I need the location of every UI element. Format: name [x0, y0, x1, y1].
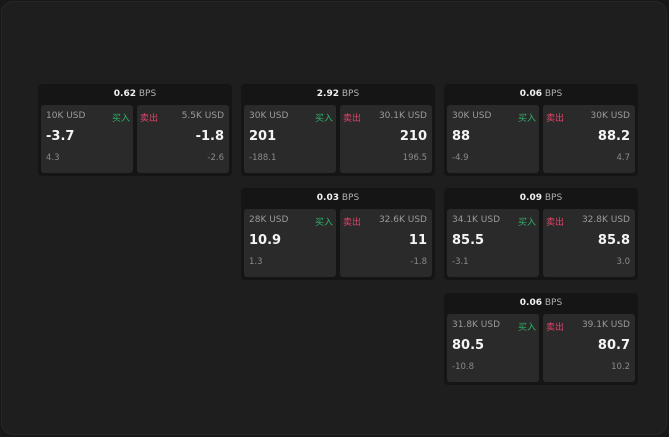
quote-card: 0.62 BPS 10K USD 买入 -3.7 4.3 卖出 5.5K USD… — [38, 84, 232, 176]
spread-value: 2.92 — [316, 89, 339, 99]
buy-label: 买入 — [314, 114, 333, 124]
ask-size: 5.5K USD — [181, 111, 224, 121]
spread-value: 0.06 — [519, 298, 542, 308]
spread-unit: BPS — [341, 89, 360, 99]
buy-label: 买入 — [517, 114, 536, 124]
quote-card: 0.09 BPS 34.1K USD 买入 85.5 -3.1 卖出 32.8K… — [444, 188, 638, 280]
ask-change: 4.7 — [616, 153, 630, 163]
bid-price: 80.5 — [452, 338, 485, 353]
quote-card: 0.03 BPS 28K USD 买入 10.9 1.3 卖出 32.6K US… — [241, 188, 435, 280]
spread-unit: BPS — [341, 193, 360, 203]
spread-unit: BPS — [544, 89, 563, 99]
spread-value: 0.03 — [316, 193, 339, 203]
ask-change: -2.6 — [207, 153, 224, 163]
sell-label: 卖出 — [546, 218, 565, 228]
buy-cell[interactable]: 10K USD 买入 -3.7 4.3 — [41, 105, 133, 173]
buy-cell[interactable]: 28K USD 买入 10.9 1.3 — [244, 209, 336, 277]
quote-card: 2.92 BPS 30K USD 买入 201 -188.1 卖出 30.1K … — [241, 84, 435, 176]
ask-change: 10.2 — [611, 362, 630, 372]
bid-change: -4.9 — [452, 153, 469, 163]
sell-label: 卖出 — [546, 114, 565, 124]
sell-label: 卖出 — [546, 323, 565, 333]
bid-price: 201 — [249, 129, 277, 144]
ask-price: 11 — [408, 233, 427, 248]
quote-card: 0.06 BPS 31.8K USD 买入 80.5 -10.8 卖出 39.1… — [444, 293, 638, 385]
bid-size: 28K USD — [249, 215, 289, 225]
bid-change: 1.3 — [249, 257, 263, 267]
ask-change: -1.8 — [410, 257, 427, 267]
buy-cell[interactable]: 34.1K USD 买入 85.5 -3.1 — [447, 209, 539, 277]
bid-change: -188.1 — [249, 153, 277, 163]
sell-cell[interactable]: 卖出 5.5K USD -1.8 -2.6 — [137, 105, 229, 173]
buy-cell[interactable]: 31.8K USD 买入 80.5 -10.8 — [447, 314, 539, 382]
bid-change: -10.8 — [452, 362, 474, 372]
ask-price: 80.7 — [597, 338, 630, 353]
ask-price: 88.2 — [597, 129, 630, 144]
bid-size: 30K USD — [452, 111, 492, 121]
ask-size: 39.1K USD — [581, 320, 630, 330]
bid-size: 34.1K USD — [452, 215, 501, 225]
sell-label: 卖出 — [140, 114, 159, 124]
bid-change: -3.1 — [452, 257, 469, 267]
spread-header: 0.09 BPS — [444, 188, 638, 209]
spread-header: 2.92 BPS — [241, 84, 435, 105]
buy-label: 买入 — [517, 323, 536, 333]
sell-label: 卖出 — [343, 218, 362, 228]
spread-header: 0.06 BPS — [444, 293, 638, 314]
ask-price: -1.8 — [195, 129, 224, 144]
ask-change: 3.0 — [616, 257, 630, 267]
ask-change: 196.5 — [402, 153, 427, 163]
bid-change: 4.3 — [46, 153, 60, 163]
sell-cell[interactable]: 卖出 30.1K USD 210 196.5 — [340, 105, 432, 173]
bid-price: 88 — [452, 129, 471, 144]
spread-value: 0.09 — [519, 193, 542, 203]
spread-unit: BPS — [544, 193, 563, 203]
spread-unit: BPS — [544, 298, 563, 308]
ask-size: 32.6K USD — [378, 215, 427, 225]
spread-value: 0.62 — [113, 89, 136, 99]
spread-header: 0.62 BPS — [38, 84, 232, 105]
sell-cell[interactable]: 卖出 39.1K USD 80.7 10.2 — [543, 314, 635, 382]
sell-label: 卖出 — [343, 114, 362, 124]
ask-price: 210 — [399, 129, 427, 144]
bid-price: -3.7 — [46, 129, 75, 144]
ask-size: 30.1K USD — [378, 111, 427, 121]
ask-price: 85.8 — [597, 233, 630, 248]
spread-header: 0.03 BPS — [241, 188, 435, 209]
bid-size: 30K USD — [249, 111, 289, 121]
spread-value: 0.06 — [519, 89, 542, 99]
buy-label: 买入 — [111, 114, 130, 124]
spread-unit: BPS — [138, 89, 157, 99]
bid-size: 31.8K USD — [452, 320, 501, 330]
sell-cell[interactable]: 卖出 32.8K USD 85.8 3.0 — [543, 209, 635, 277]
buy-label: 买入 — [314, 218, 333, 228]
bid-price: 10.9 — [249, 233, 282, 248]
spread-header: 0.06 BPS — [444, 84, 638, 105]
buy-cell[interactable]: 30K USD 买入 88 -4.9 — [447, 105, 539, 173]
quote-card: 0.06 BPS 30K USD 买入 88 -4.9 卖出 30K USD 8… — [444, 84, 638, 176]
bid-size: 10K USD — [46, 111, 86, 121]
buy-cell[interactable]: 30K USD 买入 201 -188.1 — [244, 105, 336, 173]
buy-label: 买入 — [517, 218, 536, 228]
ask-size: 32.8K USD — [581, 215, 630, 225]
bid-price: 85.5 — [452, 233, 485, 248]
sell-cell[interactable]: 卖出 30K USD 88.2 4.7 — [543, 105, 635, 173]
ask-size: 30K USD — [590, 111, 630, 121]
sell-cell[interactable]: 卖出 32.6K USD 11 -1.8 — [340, 209, 432, 277]
